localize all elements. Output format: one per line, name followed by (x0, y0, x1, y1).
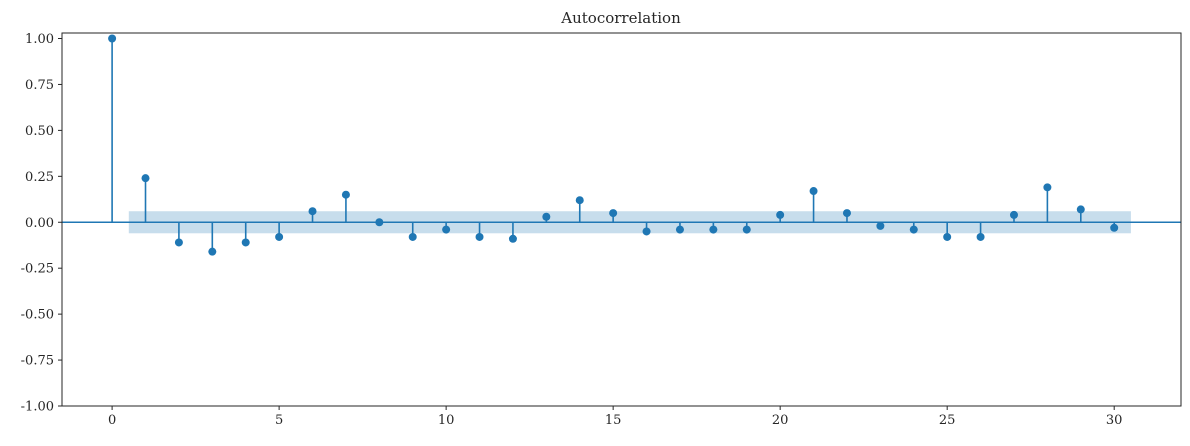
acf-marker (308, 207, 317, 216)
acf-marker (575, 196, 584, 205)
acf-marker (642, 227, 651, 236)
acf-marker (1043, 183, 1052, 192)
x-tick-label: 30 (1106, 413, 1123, 428)
x-tick-label: 10 (438, 413, 455, 428)
y-tick-label: 1.00 (25, 32, 54, 47)
axes-spines (61, 32, 1182, 407)
acf-marker (1009, 210, 1018, 219)
y-tick-label: -0.50 (21, 308, 54, 323)
acf-marker (842, 209, 851, 218)
y-tick-label: 0.25 (25, 170, 54, 185)
x-tick-label: 20 (772, 413, 789, 428)
acf-marker (876, 221, 885, 230)
acf-marker (275, 232, 284, 241)
x-tick-label: 15 (605, 413, 622, 428)
acf-marker (475, 232, 484, 241)
acf-marker (241, 238, 250, 247)
acf-marker (909, 225, 918, 234)
acf-marker (341, 190, 350, 199)
acf-marker (809, 187, 818, 196)
y-tick-label: 0.50 (25, 124, 54, 139)
acf-marker (508, 234, 517, 243)
acf-marker (742, 225, 751, 234)
acf-marker (442, 225, 451, 234)
acf-marker (108, 34, 117, 43)
acf-marker (408, 232, 417, 241)
x-tick-label: 25 (939, 413, 956, 428)
y-tick-label: 0.00 (25, 216, 54, 231)
acf-marker (675, 225, 684, 234)
acf-marker (609, 209, 618, 218)
acf-marker (709, 225, 718, 234)
acf-marker (1076, 205, 1085, 214)
acf-marker (542, 212, 551, 221)
acf-marker (943, 232, 952, 241)
y-tick-label: -1.00 (21, 400, 54, 415)
acf-marker (976, 232, 985, 241)
chart-title: Autocorrelation (560, 9, 681, 27)
x-tick-label: 5 (275, 413, 283, 428)
acf-marker (375, 218, 384, 227)
x-tick-label: 0 (108, 413, 116, 428)
acf-marker (776, 210, 785, 219)
y-tick-label: 0.75 (25, 78, 54, 93)
y-tick-label: -0.75 (21, 354, 54, 369)
acf-marker (208, 247, 217, 256)
y-tick-label: -0.25 (21, 262, 54, 277)
acf-marker (1110, 223, 1119, 232)
acf-marker (141, 174, 150, 183)
acf-marker (174, 238, 183, 247)
